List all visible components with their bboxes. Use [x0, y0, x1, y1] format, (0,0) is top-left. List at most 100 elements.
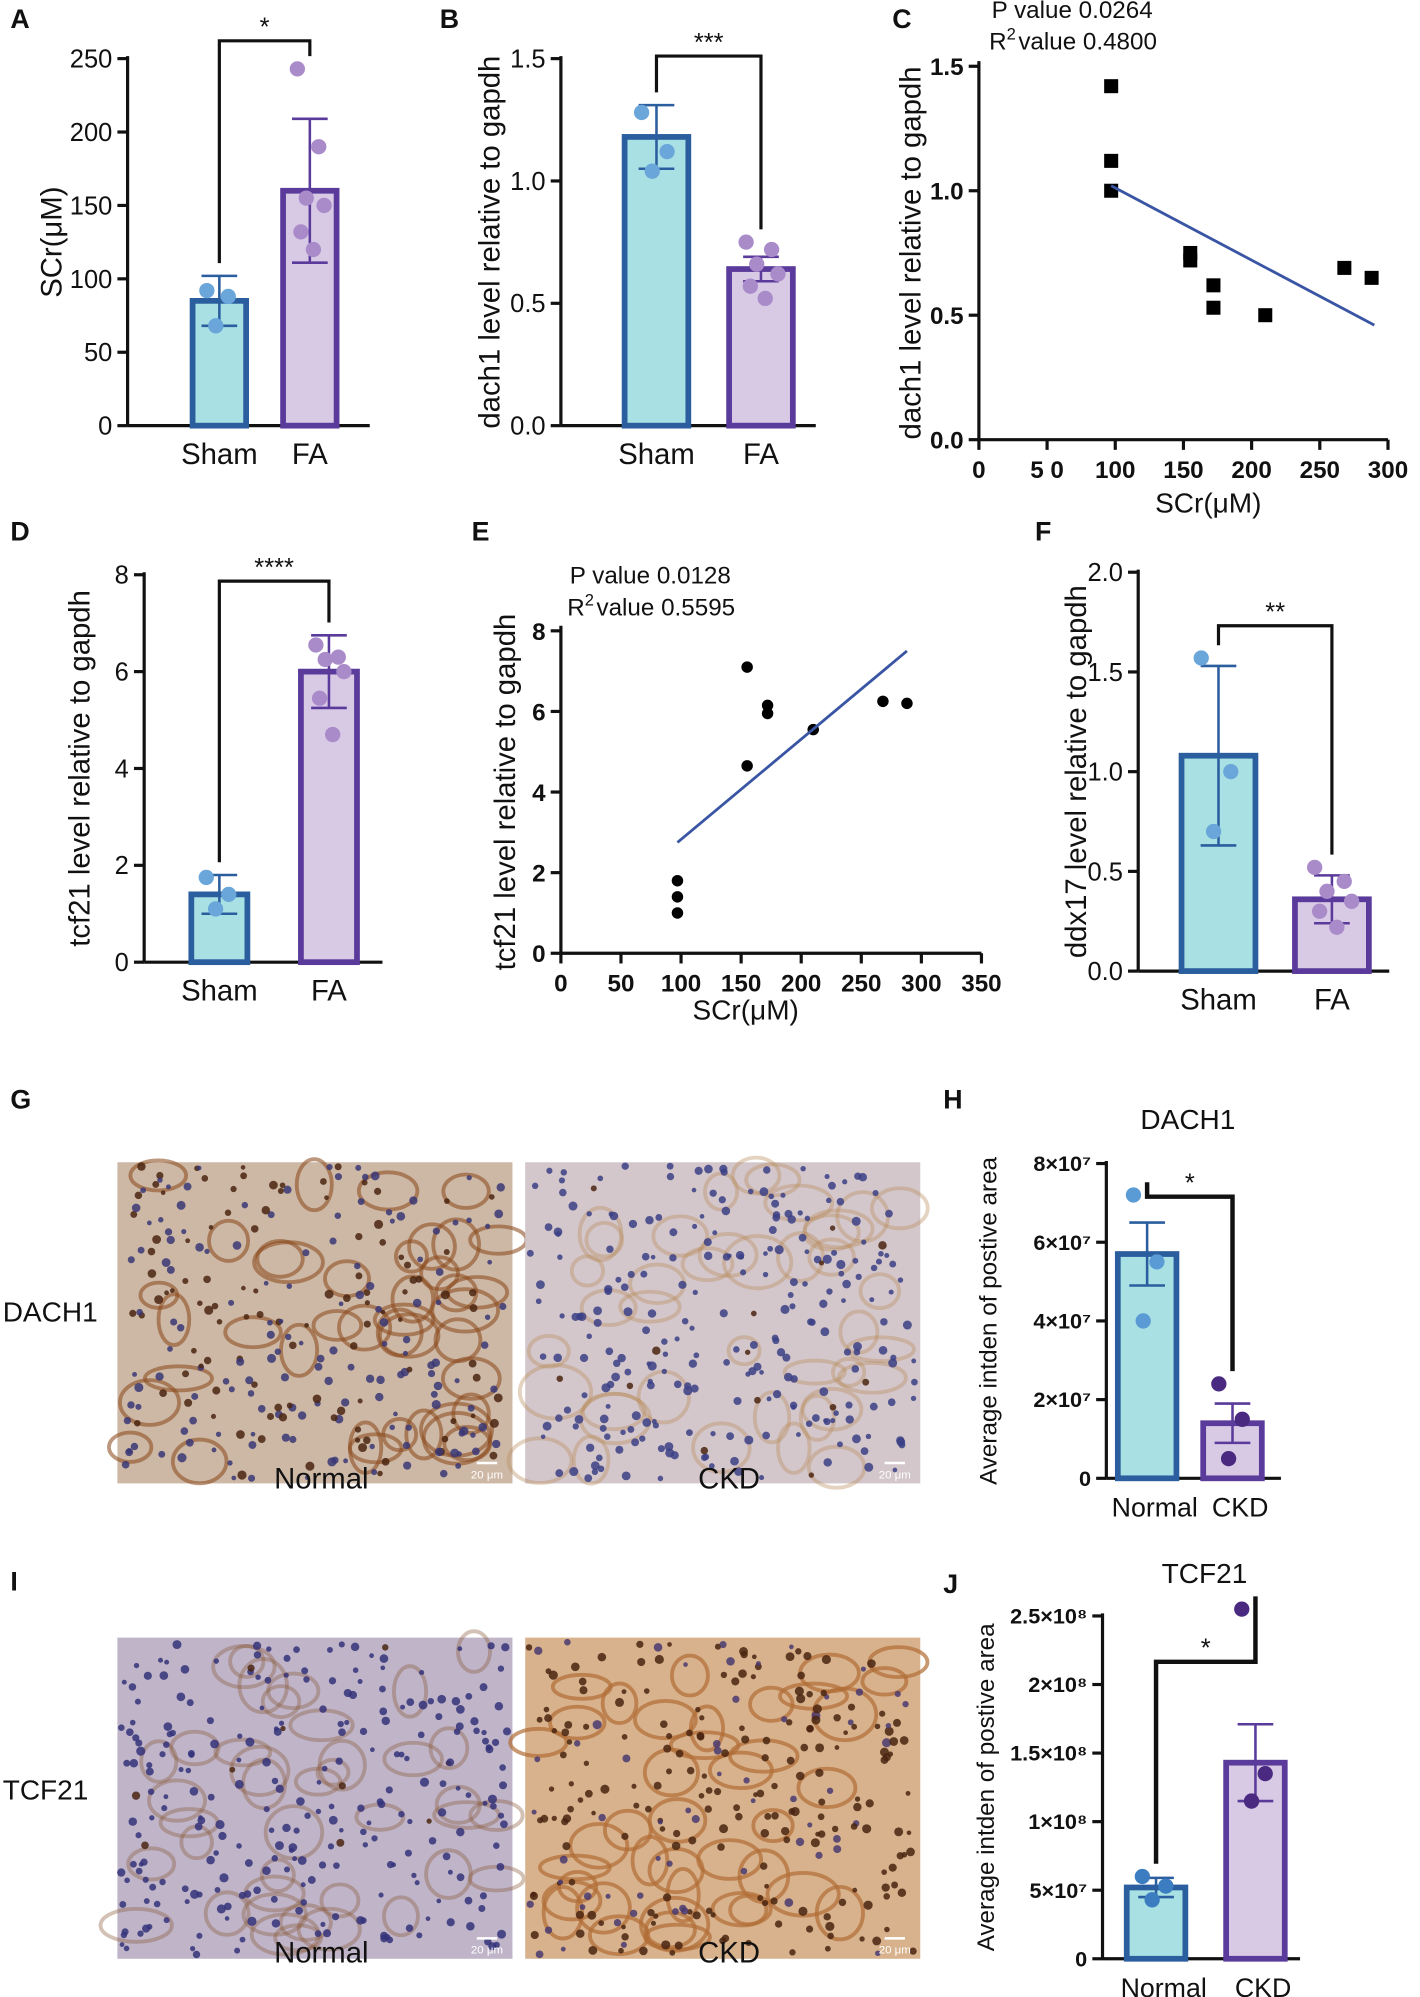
nucleus: [655, 1214, 663, 1221]
nucleus: [140, 1858, 148, 1866]
nucleus: [674, 1336, 680, 1342]
nucleus: [292, 1856, 298, 1862]
nucleus: [473, 1727, 480, 1735]
nucleus: [403, 1261, 412, 1269]
nucleus: [237, 1470, 247, 1480]
nucleus: [862, 1378, 870, 1386]
nucleus: [271, 1919, 281, 1928]
scale-bar-label: 20 μm: [879, 1469, 911, 1481]
data-point: [1206, 278, 1221, 293]
nucleus: [780, 1304, 790, 1315]
nucleus: [130, 1442, 139, 1451]
nucleus: [787, 1292, 794, 1298]
nucleus: [328, 1803, 335, 1810]
x-tick-label: 200: [781, 970, 821, 997]
panel-letter: E: [472, 516, 490, 546]
nucleus: [321, 1765, 328, 1772]
nucleus: [230, 1185, 237, 1193]
nucleus: [379, 1318, 389, 1327]
nucleus: [185, 1438, 194, 1447]
nucleus: [647, 1378, 653, 1385]
nucleus: [187, 1749, 195, 1758]
data-point: [1134, 1868, 1151, 1885]
data-point: [1205, 823, 1222, 840]
nucleus: [847, 1719, 854, 1726]
y-axis-label: Average intden of postive area: [976, 1156, 1003, 1484]
nucleus: [123, 1416, 132, 1425]
nucleus: [859, 1936, 865, 1942]
nucleus: [236, 1757, 242, 1763]
nucleus: [780, 1192, 786, 1198]
nucleus: [784, 1898, 794, 1907]
nucleus: [435, 1299, 442, 1306]
data-point: [308, 637, 324, 653]
nucleus: [425, 1916, 431, 1922]
nucleus: [268, 1827, 275, 1833]
nucleus: [705, 1787, 713, 1794]
nucleus: [819, 1299, 828, 1308]
nucleus: [738, 1669, 747, 1678]
nucleus: [543, 1706, 550, 1713]
nucleus: [466, 1921, 475, 1931]
nucleus: [418, 1700, 428, 1710]
nucleus: [586, 1443, 595, 1452]
nucleus: [315, 1808, 322, 1815]
nucleus: [354, 1426, 362, 1433]
nucleus: [564, 1720, 573, 1729]
nucleus: [615, 1276, 622, 1283]
nucleus: [379, 1654, 389, 1663]
nucleus: [559, 1188, 567, 1197]
y-axis-label: SCr(μM): [35, 187, 68, 298]
nucleus: [338, 1782, 346, 1790]
nucleus: [196, 1165, 202, 1171]
tubule: [169, 1729, 221, 1767]
nucleus: [286, 1402, 293, 1409]
nucleus: [169, 1288, 175, 1293]
r-squared: R2 value 0.5595: [567, 590, 735, 621]
nucleus: [300, 1882, 306, 1888]
nucleus: [803, 1652, 812, 1661]
nucleus: [667, 1642, 672, 1647]
nucleus: [749, 1340, 758, 1349]
nucleus: [197, 1300, 203, 1306]
nucleus: [575, 1910, 585, 1920]
nucleus: [156, 1171, 164, 1180]
nucleus: [774, 1920, 783, 1928]
nucleus: [248, 1474, 256, 1482]
nucleus: [296, 1797, 305, 1806]
nucleus: [763, 1251, 768, 1256]
nucleus: [307, 1876, 316, 1884]
nucleus: [398, 1254, 405, 1261]
nucleus: [852, 1257, 859, 1264]
nucleus: [661, 1368, 668, 1375]
nucleus: [379, 1685, 386, 1693]
tubule: [550, 1672, 613, 1701]
nucleus: [191, 1347, 197, 1354]
nucleus: [592, 1720, 602, 1730]
nucleus: [627, 1270, 635, 1279]
nucleus: [688, 1836, 697, 1845]
nucleus: [889, 1737, 899, 1746]
nucleus: [568, 1781, 574, 1787]
nucleus: [149, 1883, 157, 1891]
data-point: [316, 197, 332, 214]
nucleus: [214, 1887, 221, 1893]
nucleus: [496, 1863, 505, 1871]
nucleus: [161, 1805, 168, 1812]
nucleus: [852, 1434, 861, 1444]
nucleus: [494, 1701, 504, 1711]
nucleus: [286, 1283, 293, 1289]
data-point: [1144, 1892, 1160, 1908]
nucleus: [273, 1727, 282, 1736]
nucleus: [240, 1165, 246, 1170]
tubule: [273, 1923, 323, 1953]
nucleus: [431, 1358, 441, 1367]
nucleus: [688, 1359, 698, 1368]
nucleus: [783, 1372, 793, 1382]
nucleus: [158, 1450, 166, 1458]
nucleus: [363, 1320, 371, 1328]
nucleus: [795, 1771, 805, 1781]
tubule: [128, 1158, 189, 1193]
nucleus: [370, 1747, 375, 1753]
nucleus: [534, 1756, 541, 1763]
